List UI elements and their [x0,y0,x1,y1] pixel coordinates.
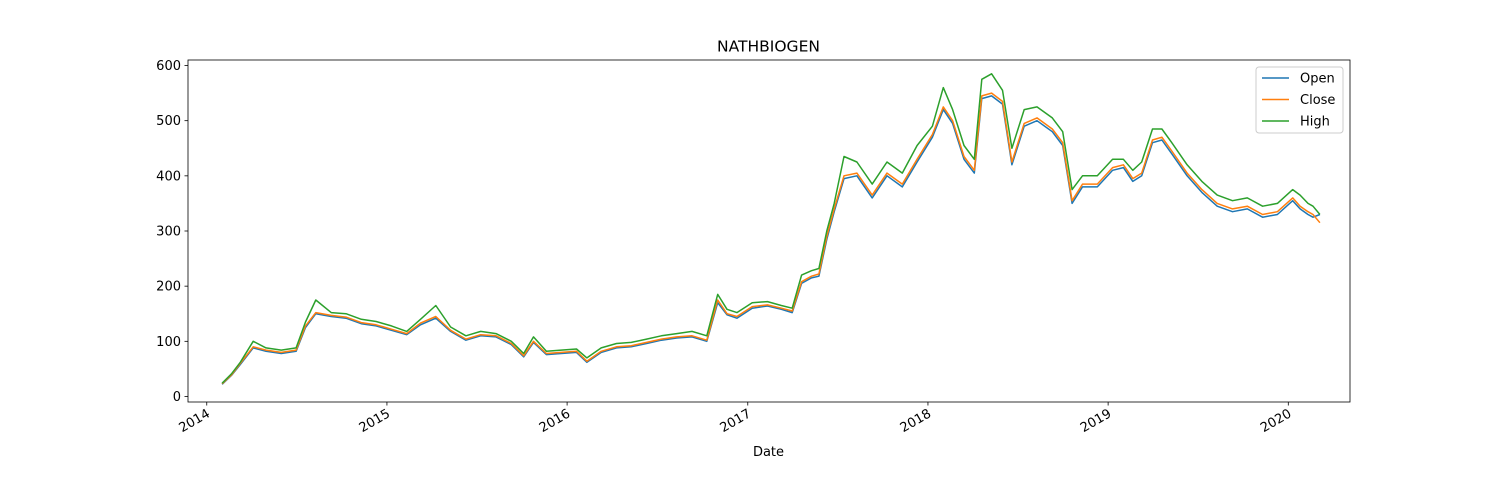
y-tick-label: 300 [156,225,181,240]
y-tick-label: 400 [156,169,181,184]
y-tick-label: 0 [173,390,181,405]
series-line-high [221,73,1321,384]
legend-label-close: Close [1300,93,1335,108]
series-layer [221,73,1321,385]
x-axis-label: Date [753,445,784,460]
legend-label-open: Open [1300,72,1335,87]
legend-box [1255,66,1344,134]
series-line-open [221,95,1321,385]
legend-label-high: High [1300,115,1330,130]
y-tick-label: 100 [156,335,181,350]
series-line-close [221,92,1321,385]
y-tick-label: 500 [156,114,181,129]
chart-title: NATHBIOGEN [717,38,820,56]
y-tick-label: 600 [156,59,181,74]
legend: Open Close High [1255,66,1344,134]
y-tick-label: 200 [156,280,181,295]
